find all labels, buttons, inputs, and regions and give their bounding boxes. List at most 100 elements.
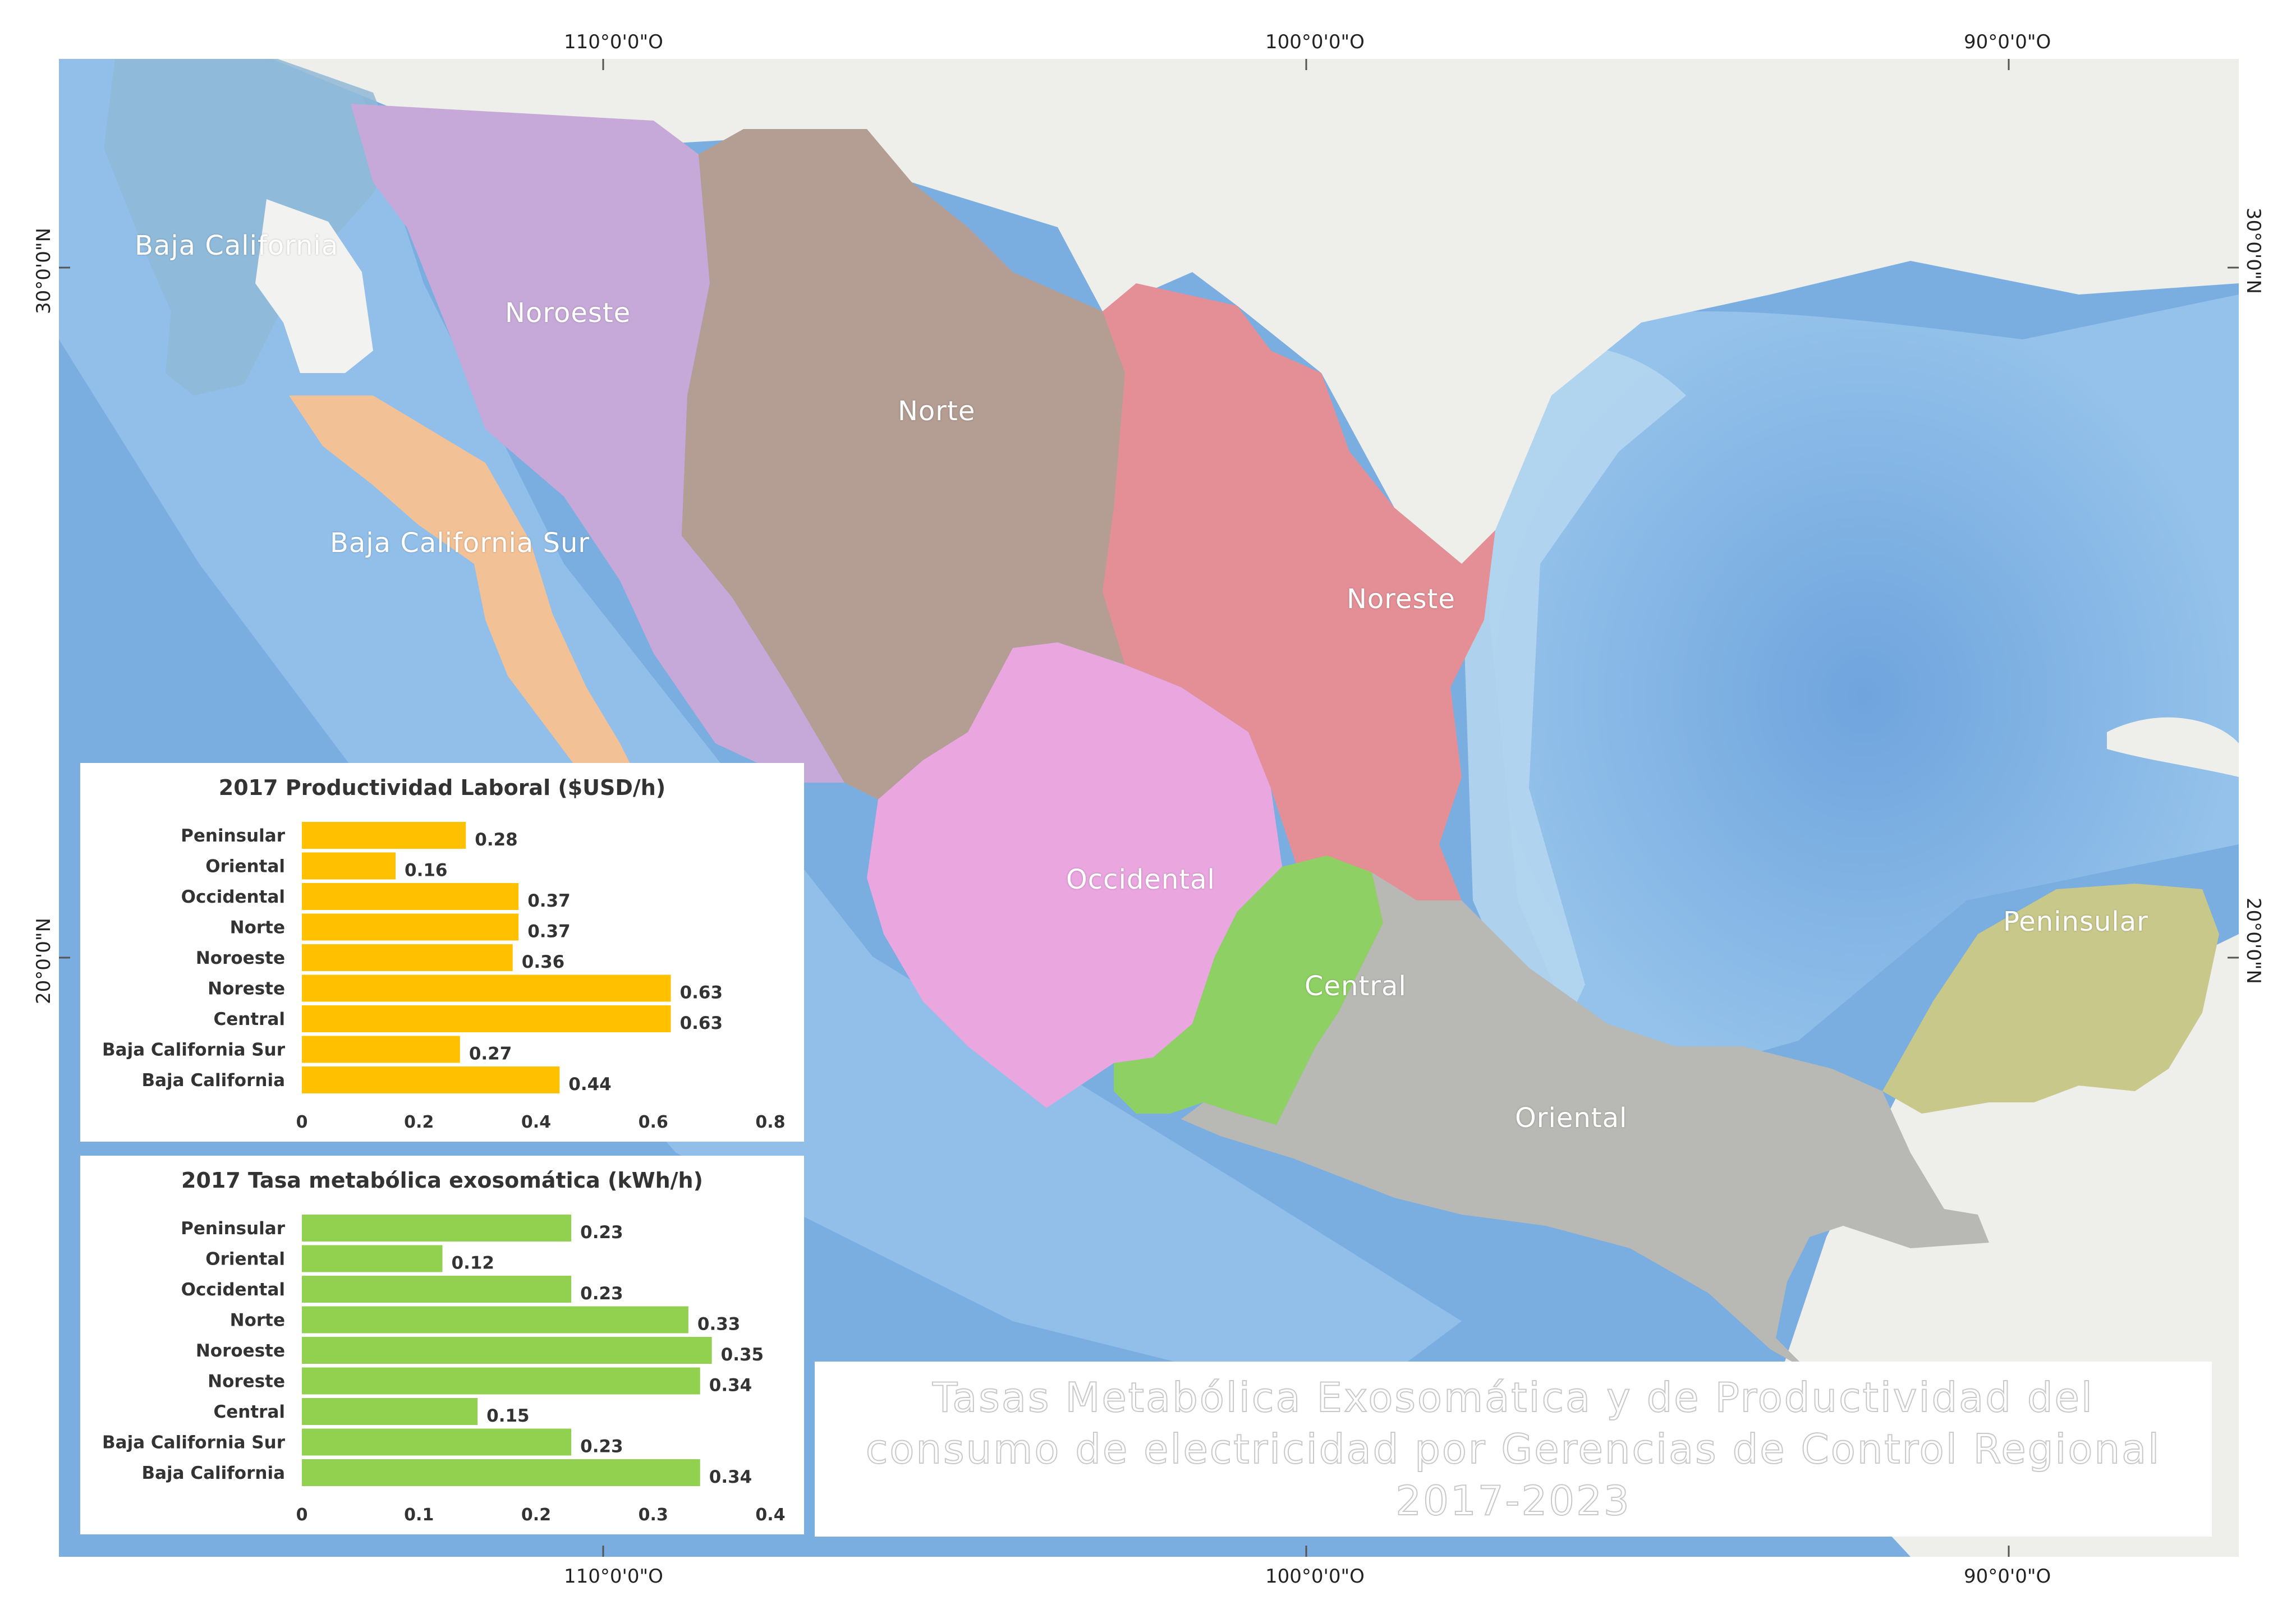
coord-bottom-110: 110°0'0"O [564, 1565, 663, 1588]
bar [302, 1337, 712, 1364]
bar [302, 913, 519, 941]
chart-productividad-laboral: 2017 Productividad Laboral ($USD/h) Peni… [80, 763, 804, 1142]
bar [302, 1367, 700, 1395]
map-frame [59, 59, 2239, 1557]
coord-right-30: 30°0'0"N [2242, 208, 2265, 294]
label-central: Central [1305, 971, 1407, 1002]
category-label: Baja California Sur [102, 1040, 286, 1060]
chart-title: 2017 Productividad Laboral ($USD/h) [218, 775, 666, 800]
gulf-of-mexico [1490, 295, 2239, 1097]
tick-label: 0 [296, 1112, 308, 1132]
map-title-box: Tasas Metabólica Exosomática y de Produc… [815, 1362, 2212, 1537]
data-label: 0.15 [486, 1406, 530, 1426]
category-label: Central [214, 1009, 286, 1029]
data-label: 0.28 [475, 830, 518, 850]
category-label: Norte [230, 918, 285, 938]
tick-label: 0.4 [755, 1505, 785, 1525]
data-label: 0.63 [680, 1013, 723, 1033]
category-label: Noroeste [196, 948, 285, 968]
region-peninsular [1882, 884, 2219, 1114]
category-label: Central [214, 1402, 286, 1422]
label-baja-california: Baja California [135, 230, 339, 261]
tick-label: 0.6 [639, 1112, 668, 1132]
bar [302, 974, 671, 1002]
coord-top-90: 90°0'0"O [1964, 31, 2051, 53]
data-label: 0.33 [697, 1314, 741, 1335]
data-label: 0.23 [580, 1437, 623, 1457]
bar [302, 1398, 478, 1425]
map-title-line-1: Tasas Metabólica Exosomática y de Produc… [932, 1373, 2094, 1422]
region-baja-california [104, 59, 396, 396]
category-label: Noroeste [196, 1341, 285, 1361]
data-label: 0.34 [709, 1376, 752, 1396]
shelf-gulf [1462, 345, 1686, 1069]
tick-label: 0.3 [639, 1505, 668, 1525]
coord-top-100: 100°0'0"O [1265, 31, 1365, 53]
category-label: Norte [230, 1311, 285, 1331]
bar [302, 1005, 671, 1032]
coord-bottom-90: 90°0'0"O [1964, 1565, 2051, 1588]
label-oriental: Oriental [1515, 1102, 1628, 1134]
data-label: 0.27 [469, 1044, 512, 1064]
tick-label: 0 [296, 1505, 308, 1525]
bar [302, 1306, 688, 1334]
tick-label: 0.1 [404, 1505, 434, 1525]
tick-label: 0.2 [521, 1505, 551, 1525]
data-label: 0.34 [709, 1467, 752, 1487]
bar [302, 1428, 572, 1456]
data-label: 0.23 [580, 1222, 623, 1243]
data-label: 0.16 [405, 861, 448, 881]
category-label: Peninsular [181, 1219, 286, 1239]
region-central [1114, 856, 1383, 1125]
bar [302, 883, 519, 910]
land-cuba [2107, 717, 2239, 777]
tick-label: 0.4 [521, 1112, 551, 1132]
basemap [59, 59, 2239, 1557]
bar [302, 1276, 572, 1303]
land-usa [272, 59, 2239, 564]
bar [302, 1036, 460, 1063]
label-baja-california-sur: Baja California Sur [330, 527, 590, 559]
label-occidental: Occidental [1066, 864, 1215, 895]
region-occidental [867, 642, 1282, 1108]
label-noroeste: Noroeste [505, 297, 631, 329]
chart-title: 2017 Tasa metabólica exosomática (kWh/h) [181, 1168, 703, 1193]
label-peninsular: Peninsular [2003, 906, 2148, 937]
coord-right-20: 20°0'0"N [2242, 898, 2265, 984]
category-label: Baja California Sur [102, 1433, 286, 1453]
data-label: 0.37 [527, 922, 571, 942]
region-oriental [1181, 872, 1989, 1372]
data-label: 0.23 [580, 1284, 623, 1304]
category-label: Peninsular [181, 826, 286, 846]
region-noroeste [351, 104, 844, 783]
category-label: Baja California [142, 1070, 286, 1091]
map-title-line-2: consumo de electricidad por Gerencias de… [865, 1425, 2161, 1473]
chart-tasa-metabolica: 2017 Tasa metabólica exosomática (kWh/h)… [80, 1156, 804, 1534]
bar [302, 1066, 560, 1093]
data-label: 0.44 [568, 1074, 612, 1095]
label-noreste: Noreste [1347, 583, 1455, 615]
category-label: Occidental [181, 1280, 285, 1300]
data-label: 0.63 [680, 983, 723, 1003]
bar [302, 1459, 700, 1486]
bar [302, 944, 513, 971]
category-label: Oriental [205, 1249, 285, 1270]
baja-white-land [255, 199, 373, 373]
category-label: Noreste [208, 1372, 285, 1392]
category-label: Baja California [142, 1463, 286, 1483]
map-title-line-3: 2017-2023 [1395, 1477, 1631, 1525]
chart-plot: Peninsular 0.28 Oriental 0.16 Occidental 0.37… [102, 822, 786, 1132]
data-label: 0.12 [452, 1253, 495, 1273]
region-baja-california-sur [289, 396, 642, 805]
region-noreste [1103, 283, 1495, 934]
bar [302, 1245, 443, 1272]
shelf-pacific [59, 59, 1462, 1405]
coord-bottom-100: 100°0'0"O [1265, 1565, 1365, 1588]
bar [302, 852, 396, 880]
coord-left-20: 20°0'0"N [33, 918, 55, 1004]
chart-plot: Peninsular 0.23 Oriental 0.12 Occidental 0.23… [102, 1215, 786, 1525]
category-label: Oriental [205, 857, 285, 877]
tick-label: 0.2 [404, 1112, 434, 1132]
region-norte [682, 129, 1125, 799]
coord-left-30: 30°0'0"N [33, 228, 55, 314]
